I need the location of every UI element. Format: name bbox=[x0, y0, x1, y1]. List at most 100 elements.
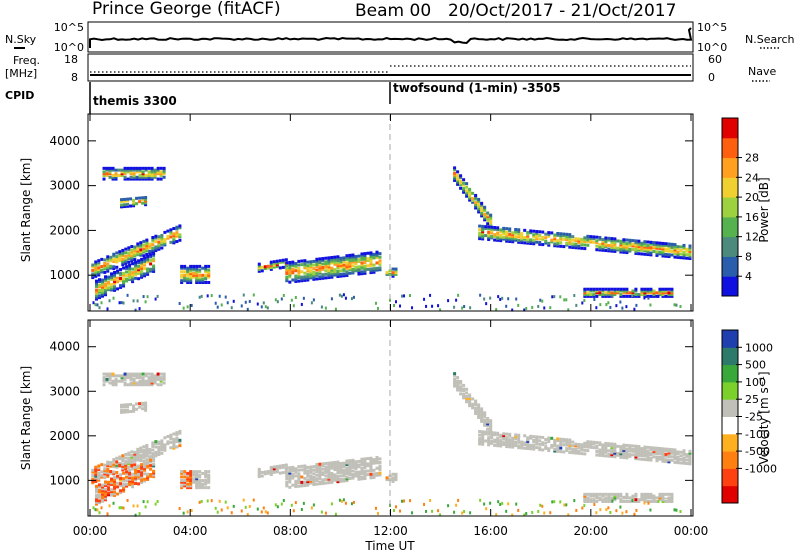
power-cell bbox=[664, 242, 668, 246]
velocity-cell bbox=[652, 498, 656, 502]
power-cell bbox=[189, 281, 193, 285]
velocity-cell bbox=[667, 499, 671, 503]
velocity-cell bbox=[156, 376, 160, 380]
power-cell bbox=[675, 303, 678, 307]
power-cell bbox=[110, 274, 114, 278]
power-cell bbox=[622, 243, 626, 247]
power-cell bbox=[288, 266, 292, 270]
velocity-cell bbox=[363, 473, 367, 477]
velocity-cell bbox=[673, 455, 677, 459]
velocity-cell bbox=[104, 494, 108, 498]
power-cell bbox=[631, 239, 635, 243]
velocity-cell bbox=[675, 508, 678, 512]
power-cell bbox=[619, 300, 622, 304]
velocity-cell bbox=[91, 479, 95, 483]
power-cell bbox=[679, 249, 683, 253]
velocity-cell bbox=[132, 383, 136, 387]
velocity-cell bbox=[634, 444, 638, 448]
power-cell bbox=[330, 257, 334, 261]
power-cell bbox=[487, 227, 491, 231]
power-cell bbox=[592, 289, 596, 293]
velocity-cell bbox=[628, 453, 632, 457]
power-cell bbox=[269, 266, 273, 270]
power-cell bbox=[131, 274, 135, 278]
power-cell bbox=[385, 272, 389, 276]
power-cell bbox=[285, 268, 289, 272]
velocity-cell bbox=[132, 379, 136, 383]
power-cell bbox=[360, 266, 364, 270]
power-cell bbox=[336, 260, 340, 264]
velocity-cell bbox=[291, 469, 295, 473]
velocity-cell bbox=[348, 476, 352, 480]
velocity-cell bbox=[137, 475, 141, 479]
power-cell bbox=[143, 267, 147, 271]
power-cell bbox=[132, 198, 136, 202]
velocity-cell bbox=[318, 466, 322, 470]
velocity-cell bbox=[354, 465, 358, 469]
power-cell bbox=[137, 270, 141, 274]
power-cell bbox=[502, 228, 506, 232]
velocity-cell bbox=[204, 479, 208, 483]
power-cell bbox=[505, 237, 509, 241]
power-cell bbox=[586, 287, 590, 291]
velocity-cell bbox=[345, 470, 349, 474]
velocity-cell bbox=[354, 463, 358, 467]
power-cell bbox=[112, 267, 116, 271]
velocity-cell bbox=[556, 448, 560, 452]
power-cell bbox=[318, 271, 322, 275]
velocity-cell bbox=[98, 501, 102, 505]
x-axis-label: Time UT bbox=[364, 539, 415, 553]
power-cell bbox=[610, 242, 614, 246]
velocity-cell bbox=[178, 440, 182, 444]
velocity-cell bbox=[553, 449, 557, 453]
velocity-cell bbox=[544, 446, 548, 450]
colorbar-segment bbox=[722, 118, 738, 139]
power-cell bbox=[601, 293, 605, 297]
power-cell bbox=[135, 168, 139, 172]
power-cell bbox=[126, 199, 130, 203]
velocity-cell bbox=[122, 477, 126, 481]
power-cell bbox=[140, 272, 144, 276]
power-cell bbox=[333, 271, 337, 275]
velocity-cell bbox=[112, 472, 116, 476]
velocity-cell bbox=[520, 441, 524, 445]
power-cell bbox=[688, 246, 692, 250]
power-cell bbox=[132, 204, 136, 208]
beam-label: Beam 00 bbox=[355, 1, 431, 21]
velocity-cell bbox=[628, 496, 632, 500]
velocity-cell bbox=[142, 454, 146, 458]
power-cell bbox=[169, 228, 173, 232]
power-cell bbox=[664, 252, 668, 256]
power-cell bbox=[474, 193, 478, 197]
time-tick-label: 12:00 bbox=[373, 524, 408, 538]
velocity-cell bbox=[622, 454, 626, 458]
power-cell bbox=[147, 170, 151, 174]
velocity-cell bbox=[163, 443, 167, 447]
power-cell bbox=[342, 293, 345, 297]
power-cell bbox=[477, 208, 481, 212]
velocity-cell bbox=[303, 482, 307, 486]
velocity-cell bbox=[98, 499, 102, 503]
power-cell bbox=[327, 268, 331, 272]
velocity-cell bbox=[508, 443, 512, 447]
power-cell bbox=[598, 248, 602, 252]
power-cell bbox=[631, 293, 634, 297]
velocity-cell bbox=[137, 471, 141, 475]
power-cell bbox=[128, 276, 132, 280]
velocity-cell bbox=[499, 442, 503, 446]
velocity-cell bbox=[140, 468, 144, 472]
power-cell bbox=[306, 264, 310, 268]
power-cell bbox=[157, 244, 161, 248]
velocity-cell bbox=[664, 454, 668, 458]
velocity-cell bbox=[637, 499, 641, 503]
velocity-cell bbox=[487, 436, 491, 440]
velocity-cell bbox=[133, 454, 137, 458]
power-cell bbox=[535, 229, 539, 233]
velocity-cell bbox=[102, 379, 106, 383]
power-cell bbox=[360, 254, 364, 258]
power-cell bbox=[607, 287, 611, 291]
velocity-cell bbox=[120, 403, 124, 407]
velocity-cell bbox=[291, 483, 295, 487]
velocity-cell bbox=[145, 458, 149, 462]
power-cell bbox=[285, 279, 289, 283]
